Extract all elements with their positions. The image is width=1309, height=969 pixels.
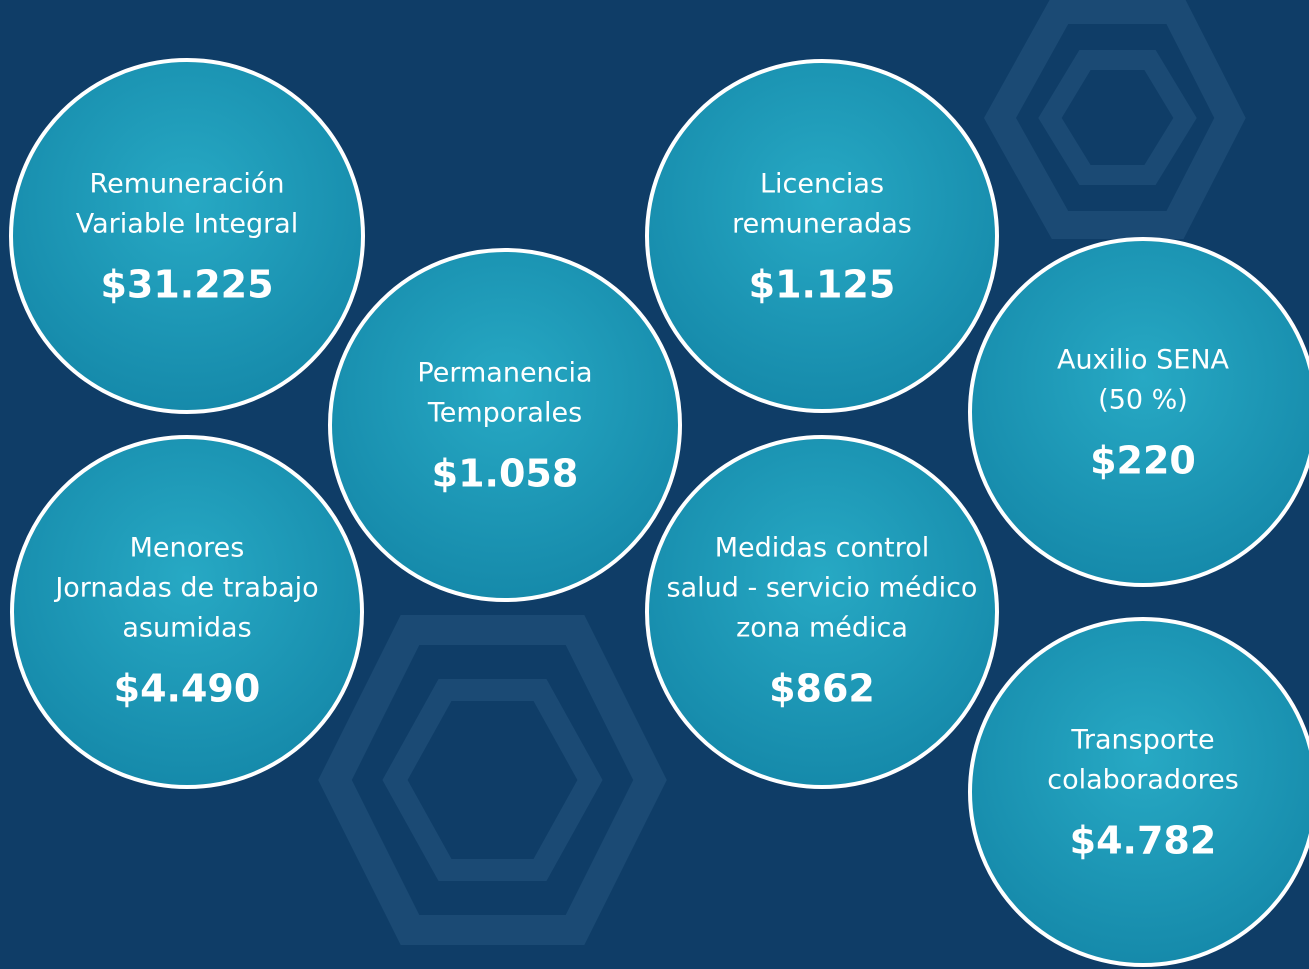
circle xyxy=(968,617,1309,967)
benefit-label: Menores xyxy=(130,533,245,564)
benefit-label: salud - servicio médico xyxy=(667,573,978,604)
benefit-label: colaboradores xyxy=(1047,765,1239,796)
benefit-value: $862 xyxy=(769,667,875,711)
benefit-circle: Auxilio SENA (50 %) $220 xyxy=(968,237,1309,587)
hexagon-decor xyxy=(318,0,1246,945)
circle xyxy=(645,59,999,413)
benefit-circle: Remuneración Variable Integral $31.225 xyxy=(9,58,365,414)
circle xyxy=(328,248,682,602)
benefit-label: Medidas control xyxy=(715,533,929,564)
benefit-label: Transporte xyxy=(1070,725,1214,756)
benefit-circle: Menores Jornadas de trabajo asumidas $4.490 xyxy=(10,435,364,789)
benefit-label: Jornadas de trabajo xyxy=(53,573,318,604)
circle xyxy=(968,237,1309,587)
benefit-value: $1.058 xyxy=(432,452,579,496)
benefit-label: Licencias xyxy=(760,169,884,200)
benefit-value: $220 xyxy=(1090,439,1196,483)
benefit-value: $4.782 xyxy=(1070,819,1217,863)
benefit-value: $31.225 xyxy=(100,263,273,307)
benefit-label: zona médica xyxy=(736,613,908,644)
benefit-label: Temporales xyxy=(427,398,582,429)
circle xyxy=(10,435,364,789)
benefit-circle: Permanencia Temporales $1.058 xyxy=(328,248,682,602)
benefit-label: asumidas xyxy=(122,613,251,644)
benefit-value: $4.490 xyxy=(114,667,261,711)
benefit-circle: Licencias remuneradas $1.125 xyxy=(645,59,999,413)
benefit-circle: Medidas control salud - servicio médico zo… xyxy=(645,435,999,789)
benefit-label: Variable Integral xyxy=(76,209,298,240)
circles: Remuneración Variable Integral $31.225 Perm… xyxy=(9,58,1309,967)
benefit-label: Permanencia xyxy=(417,358,592,389)
circle xyxy=(9,58,365,414)
benefit-circle: Transporte colaboradores $4.782 xyxy=(968,617,1309,967)
benefit-label: Remuneración xyxy=(90,169,285,200)
benefit-label: Auxilio SENA xyxy=(1057,345,1230,376)
circle xyxy=(645,435,999,789)
benefit-label: remuneradas xyxy=(732,209,912,240)
benefit-value: $1.125 xyxy=(749,263,896,307)
benefit-label: (50 %) xyxy=(1098,385,1188,416)
